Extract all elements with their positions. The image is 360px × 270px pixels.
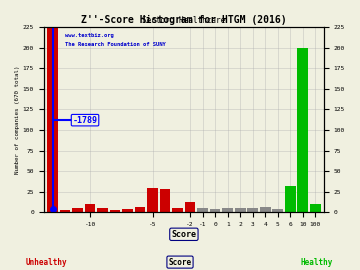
Bar (235, 208, 246, 212)
Bar (210, 209, 220, 212)
Bar (60, 210, 70, 212)
Text: -1789: -1789 (72, 116, 98, 125)
Bar (85, 204, 95, 212)
Bar (285, 186, 296, 212)
Bar (160, 189, 170, 212)
Bar (222, 208, 233, 212)
Bar (273, 209, 283, 212)
Bar (135, 207, 145, 212)
Bar (47, 27, 58, 212)
Text: The Research Foundation of SUNY: The Research Foundation of SUNY (65, 42, 166, 47)
Text: Unhealthy: Unhealthy (26, 258, 68, 266)
Bar (260, 207, 270, 212)
Text: Sector: Healthcare: Sector: Healthcare (142, 16, 225, 25)
Bar (97, 208, 108, 212)
Bar (147, 188, 158, 212)
Bar (310, 204, 321, 212)
Bar (247, 208, 258, 212)
Text: Healthy: Healthy (301, 258, 333, 266)
Bar (185, 202, 195, 212)
Text: Score: Score (168, 258, 192, 266)
Bar (72, 208, 83, 212)
Bar (122, 209, 133, 212)
Bar (197, 208, 208, 212)
Bar (297, 48, 308, 212)
X-axis label: Score: Score (171, 230, 197, 239)
Text: www.textbiz.org: www.textbiz.org (65, 33, 114, 38)
Y-axis label: Number of companies (670 total): Number of companies (670 total) (15, 66, 20, 174)
Bar (172, 208, 183, 212)
Title: Z''-Score Histogram for HTGM (2016): Z''-Score Histogram for HTGM (2016) (81, 15, 287, 25)
Bar (110, 210, 120, 212)
